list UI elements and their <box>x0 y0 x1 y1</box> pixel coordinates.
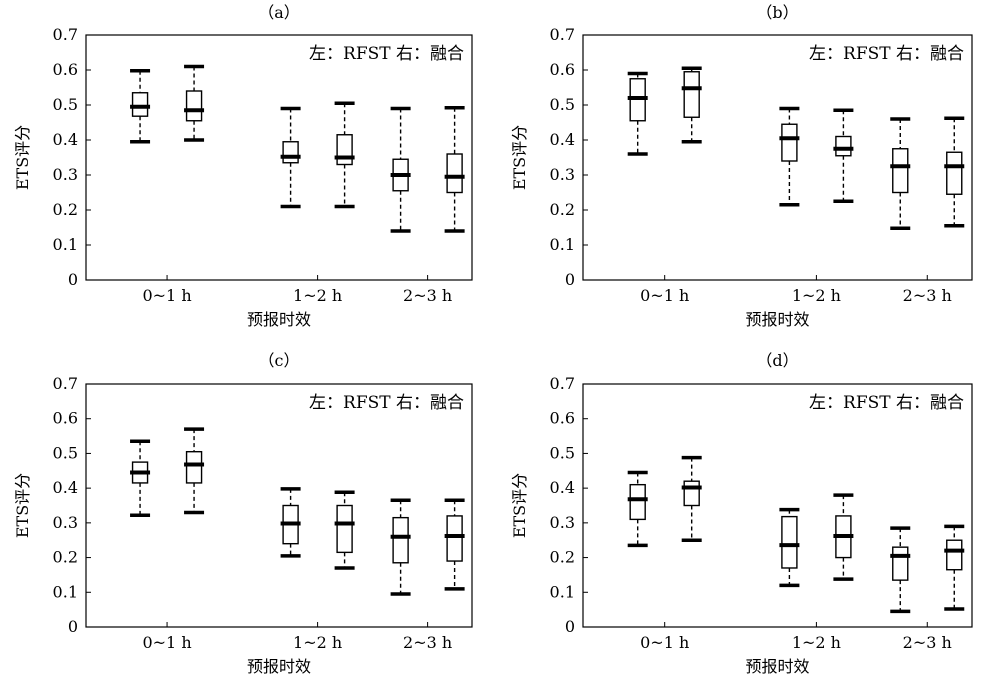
box-iqr <box>336 504 353 554</box>
box-iqr <box>629 483 646 521</box>
y-tick-label: 0.6 <box>550 60 575 79</box>
y-tick-label: 0.2 <box>53 200 78 219</box>
box-iqr <box>131 92 149 117</box>
legend-text: 左：RFST 右：融合 <box>809 393 964 413</box>
box-iqr <box>781 123 798 162</box>
plot-frame <box>582 383 973 628</box>
y-tick-label: 0.4 <box>53 130 78 149</box>
y-tick-label: 0.7 <box>550 374 575 393</box>
y-tick-label: 0 <box>68 617 78 636</box>
panel-label: （a） <box>258 3 300 22</box>
box-iqr <box>683 480 700 507</box>
plot-frame <box>85 383 473 628</box>
y-tick-label: 0.4 <box>53 478 78 497</box>
y-tick-label: 0.1 <box>53 582 78 601</box>
y-tick-label: 0.6 <box>53 409 78 428</box>
y-tick-label: 0.3 <box>53 165 78 184</box>
panel-label: （b） <box>756 3 798 22</box>
x-tick-label: 1~2 h <box>792 633 841 652</box>
x-tick-label: 1~2 h <box>293 286 342 305</box>
y-tick-label: 0.2 <box>550 200 575 219</box>
legend-text: 左：RFST 右：融合 <box>309 393 464 413</box>
box-iqr <box>781 515 798 569</box>
y-tick-label: 0.3 <box>53 513 78 532</box>
x-tick-label: 1~2 h <box>293 633 342 652</box>
plot-frame <box>85 34 473 281</box>
y-tick-label: 0.4 <box>550 478 575 497</box>
plot-frame <box>582 34 973 281</box>
box-iqr <box>946 539 963 571</box>
y-tick-label: 0.6 <box>53 60 78 79</box>
box-iqr <box>446 515 463 562</box>
x-tick-label: 0~1 h <box>142 286 191 305</box>
y-tick-label: 0.7 <box>550 25 575 44</box>
x-axis-title: 预报时效 <box>745 310 809 329</box>
y-tick-label: 0.1 <box>550 235 575 254</box>
x-tick-label: 0~1 h <box>142 633 191 652</box>
y-tick-label: 0.2 <box>550 548 575 567</box>
y-axis-title: ETS评分 <box>510 125 529 190</box>
y-tick-label: 0 <box>565 617 575 636</box>
box-iqr <box>446 153 463 194</box>
y-tick-label: 0.3 <box>550 165 575 184</box>
box-iqr <box>185 90 203 122</box>
x-axis-title: 预报时效 <box>247 310 311 329</box>
y-tick-label: 0.6 <box>550 409 575 428</box>
y-tick-label: 0.5 <box>550 443 575 462</box>
box-iqr <box>892 546 909 581</box>
panel-label: （d） <box>756 351 798 370</box>
box-iqr <box>185 450 203 484</box>
y-tick-label: 0.2 <box>53 548 78 567</box>
x-tick-label: 0~1 h <box>640 286 689 305</box>
panel-label: （c） <box>259 351 300 370</box>
box-iqr <box>392 516 409 564</box>
y-tick-label: 0.7 <box>53 374 78 393</box>
y-tick-label: 0.3 <box>550 513 575 532</box>
y-tick-label: 0 <box>68 270 78 289</box>
box-iqr <box>683 71 700 118</box>
y-tick-label: 0 <box>565 270 575 289</box>
y-tick-label: 0.5 <box>53 443 78 462</box>
legend-text: 左：RFST 右：融合 <box>309 44 464 64</box>
y-tick-label: 0.4 <box>550 130 575 149</box>
y-axis-title: ETS评分 <box>13 125 32 190</box>
box-iqr <box>282 141 299 164</box>
x-tick-label: 2~3 h <box>903 633 952 652</box>
x-tick-label: 1~2 h <box>792 286 841 305</box>
y-tick-label: 0.5 <box>53 95 78 114</box>
x-axis-title: 预报时效 <box>745 657 809 676</box>
y-tick-label: 0.5 <box>550 95 575 114</box>
y-tick-label: 0.7 <box>53 25 78 44</box>
box-iqr <box>835 135 852 157</box>
box-iqr <box>946 151 963 195</box>
y-tick-label: 0.1 <box>550 582 575 601</box>
box-iqr <box>892 148 909 194</box>
x-tick-label: 0~1 h <box>640 633 689 652</box>
y-axis-title: ETS评分 <box>510 473 529 538</box>
x-tick-label: 2~3 h <box>903 286 952 305</box>
x-tick-label: 2~3 h <box>403 633 452 652</box>
box-iqr <box>336 134 353 166</box>
y-tick-label: 0.1 <box>53 235 78 254</box>
x-tick-label: 2~3 h <box>403 286 452 305</box>
legend-text: 左：RFST 右：融合 <box>809 44 964 64</box>
y-axis-title: ETS评分 <box>13 473 32 538</box>
x-axis-title: 预报时效 <box>247 657 311 676</box>
